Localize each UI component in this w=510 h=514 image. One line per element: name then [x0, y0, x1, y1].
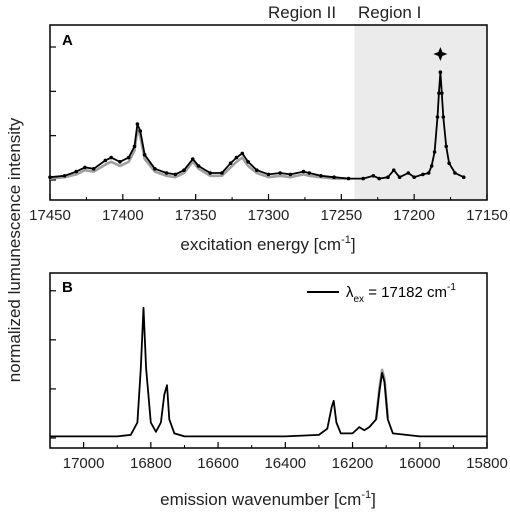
- data-point: [346, 176, 351, 181]
- data-point: [109, 155, 113, 160]
- data-point: [301, 169, 306, 174]
- data-point: [432, 150, 437, 154]
- data-point: [266, 172, 271, 177]
- panel-a-y-ticks: [50, 46, 56, 181]
- data-point: [307, 171, 312, 175]
- series-line: [50, 306, 487, 438]
- x-tick-label: 17250: [320, 207, 362, 224]
- data-point: [371, 174, 376, 178]
- panel-a: 17450 17400 17350 17300 17250 17200 17150 A Re…: [29, 3, 508, 254]
- data-point: [103, 158, 108, 163]
- data-point: [246, 160, 250, 164]
- data-point: [74, 169, 79, 174]
- data-point: [220, 171, 224, 175]
- data-point: [391, 168, 396, 172]
- data-point: [142, 153, 147, 157]
- data-point: [164, 171, 169, 175]
- x-tick-label: 17150: [466, 207, 508, 224]
- panel-b-x-axis-title: emission wavenumber [cm-1]: [160, 489, 376, 509]
- x-tick-label: 16800: [130, 455, 172, 472]
- data-point: [440, 91, 444, 95]
- data-point: [255, 168, 259, 172]
- region-i-label: Region I: [358, 3, 421, 22]
- data-point: [447, 161, 451, 165]
- data-point: [438, 70, 443, 74]
- data-point: [190, 157, 195, 161]
- region-ii-label: Region II: [268, 3, 336, 22]
- data-point: [228, 161, 233, 165]
- x-tick-label: 17000: [63, 455, 105, 472]
- data-point: [153, 167, 157, 171]
- data-point: [444, 144, 449, 149]
- x-tick-label: 16600: [197, 455, 239, 472]
- data-point: [138, 129, 143, 133]
- y-axis-title: normalized lumunescence intensity: [5, 117, 24, 382]
- data-point: [240, 151, 245, 156]
- data-point: [182, 168, 186, 172]
- data-point: [132, 144, 137, 149]
- data-point: [435, 115, 440, 119]
- x-tick-label: 17300: [248, 207, 290, 224]
- data-point: [288, 172, 293, 177]
- x-tick-label: 17350: [175, 207, 217, 224]
- data-point: [135, 122, 140, 126]
- data-point: [83, 165, 87, 170]
- data-point: [62, 174, 67, 178]
- data-point: [429, 164, 434, 168]
- data-point: [361, 176, 365, 181]
- x-tick-label: 16000: [399, 455, 441, 472]
- panel-a-x-ticks: 17450 17400 17350 17300 17250 17200 17150: [29, 194, 508, 224]
- region-i-shade: [354, 25, 487, 200]
- data-point: [91, 167, 96, 171]
- panel-b-legend: λex = 17182 cm-1: [307, 282, 456, 305]
- data-point: [118, 160, 122, 164]
- data-point: [196, 164, 201, 168]
- panel-b-series: [50, 306, 487, 438]
- data-point: [397, 175, 402, 179]
- data-point: [441, 115, 446, 119]
- panel-b-y-ticks: [50, 290, 56, 439]
- x-tick-label: 15800: [466, 455, 508, 472]
- data-point: [412, 175, 416, 179]
- data-point: [386, 175, 390, 179]
- panel-b-frame: [49, 272, 488, 449]
- panel-b: 17000 16800 16600 16400 16200 16000 15800 B λe…: [49, 272, 508, 509]
- x-tick-label: 16200: [332, 455, 374, 472]
- data-point: [332, 175, 336, 179]
- x-tick-label: 17200: [393, 207, 435, 224]
- peak-star-marker: [433, 47, 448, 61]
- data-point: [173, 172, 178, 177]
- panel-a-series: [48, 70, 466, 181]
- panel-a-x-axis-title: excitation energy [cm-1]: [180, 234, 355, 254]
- data-point: [234, 155, 239, 160]
- data-point: [278, 171, 282, 175]
- data-point: [421, 172, 425, 177]
- panel-b-x-ticks: 17000 16800 16600 16400 16200 16000 15800: [63, 442, 508, 472]
- data-point: [208, 171, 213, 175]
- data-point: [126, 155, 131, 160]
- data-point: [406, 171, 411, 175]
- x-tick-label: 17450: [29, 207, 71, 224]
- data-point: [437, 91, 441, 95]
- data-point: [453, 171, 457, 175]
- star-marker-shape: [433, 47, 448, 61]
- x-tick-label: 17400: [102, 207, 144, 224]
- x-tick-label: 16400: [264, 455, 306, 472]
- panel-a-tag: A: [62, 32, 73, 49]
- series-line-gray: [49, 128, 349, 180]
- data-point: [377, 176, 382, 181]
- data-point: [319, 174, 323, 178]
- panel-b-tag: B: [62, 279, 73, 296]
- data-point: [48, 175, 52, 179]
- legend-label: λex = 17182 cm-1: [346, 282, 456, 305]
- data-point: [461, 175, 466, 179]
- data-point: [426, 171, 431, 175]
